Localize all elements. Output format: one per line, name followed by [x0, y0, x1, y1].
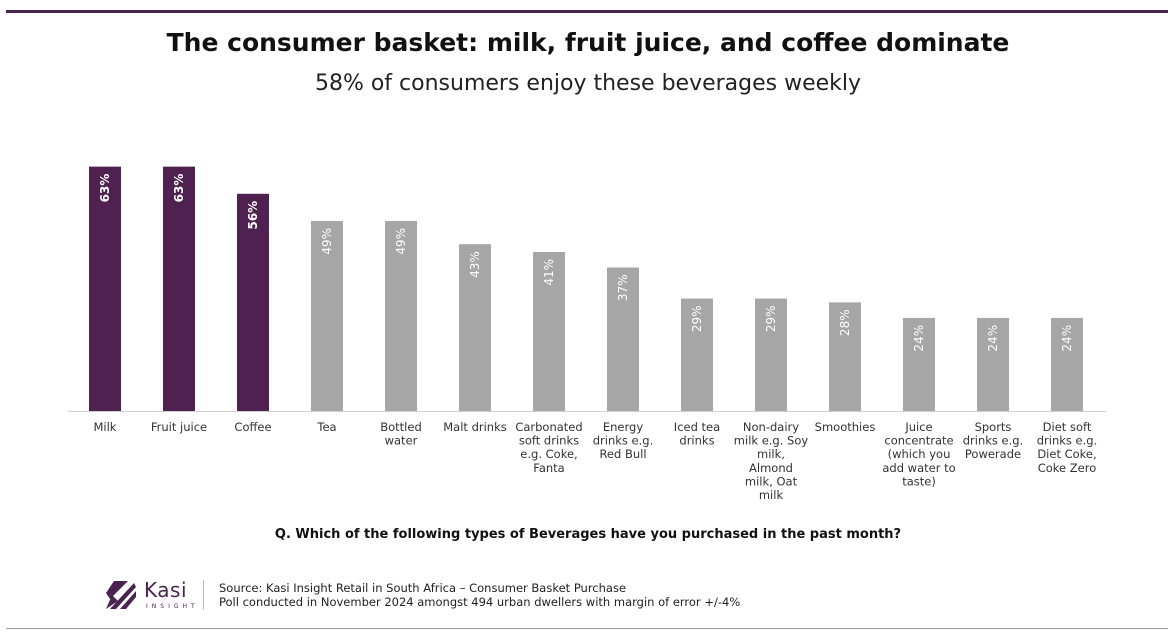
- bar-value-label-11: 28%: [838, 309, 852, 336]
- category-label-6: Malt drinks: [443, 420, 507, 434]
- source-line-1: Source: Kasi Insight Retail in South Afr…: [219, 581, 627, 595]
- bar-value-label-10: 29%: [764, 306, 778, 333]
- bar-value-label-5: 49%: [394, 228, 408, 255]
- category-label-10: Non-dairy milk e.g. Soy milk, Almond milk, O…: [734, 420, 809, 502]
- category-label-9: Iced tea drinks: [674, 420, 720, 448]
- category-label-2: Fruit juice: [151, 420, 207, 434]
- bottom-rule: [6, 628, 1168, 629]
- category-label-8: Energy drinks e.g. Red Bull: [593, 420, 654, 461]
- category-label-11: Smoothies: [815, 420, 876, 434]
- category-label-4: Tea: [316, 420, 336, 434]
- bar-value-label-3: 56%: [246, 201, 260, 230]
- bar-value-label-1: 63%: [98, 174, 112, 203]
- bar-value-label-6: 43%: [468, 251, 482, 278]
- bar-2: [163, 166, 195, 411]
- category-label-5: Bottled water: [380, 420, 422, 448]
- bar-6: [459, 244, 491, 411]
- category-label-3: Coffee: [234, 420, 271, 434]
- category-label-1: Milk: [94, 420, 117, 434]
- bar-value-label-14: 24%: [1060, 325, 1074, 352]
- category-label-14: Diet soft drinks e.g. Diet Coke, Coke Zero: [1037, 420, 1098, 475]
- bar-value-label-12: 24%: [912, 325, 926, 352]
- bar-7: [533, 251, 565, 411]
- logo-wordmark: Kasi: [144, 578, 187, 602]
- logo-subtext: INSIGHT: [146, 603, 199, 610]
- source-note: Source: Kasi Insight Retail in South Afr…: [219, 581, 740, 609]
- bar-10: [755, 298, 787, 411]
- category-label-13: Sports drinks e.g. Powerade: [963, 420, 1024, 461]
- top-rule: [6, 10, 1168, 13]
- kasi-logo-icon: [106, 581, 136, 609]
- bar-11: [829, 302, 861, 411]
- bar-value-label-13: 24%: [986, 325, 1000, 352]
- footer-divider: [203, 580, 204, 610]
- bar-14: [1051, 317, 1083, 411]
- bar-4: [311, 220, 343, 411]
- bar-8: [607, 267, 639, 411]
- category-label-12: Juice concentrate (which you add water to ta…: [882, 420, 955, 488]
- bar-13: [977, 317, 1009, 411]
- bar-3: [237, 193, 269, 411]
- bar-chart: 63% Milk 63% Fruit juice 56% Coffee 49% Tea 49% B…: [68, 166, 1106, 502]
- category-label-7: Carbonated soft drinks e.g. Coke, Fanta: [515, 420, 582, 475]
- source-line-2: Poll conducted in November 2024 amongst …: [219, 595, 741, 609]
- bar-value-label-7: 41%: [542, 259, 556, 286]
- bar-5: [385, 220, 417, 411]
- bar-value-label-8: 37%: [616, 274, 630, 301]
- bar-value-label-9: 29%: [690, 306, 704, 333]
- bar-12: [903, 317, 935, 411]
- bar-9: [681, 298, 713, 411]
- survey-question: Q. Which of the following types of Bever…: [274, 527, 902, 542]
- chart-subtitle: 58% of consumers enjoy these beverages w…: [314, 71, 862, 96]
- bar-value-label-4: 49%: [320, 228, 334, 255]
- bar-value-label-2: 63%: [172, 174, 186, 203]
- chart-title: The consumer basket: milk, fruit juice, …: [166, 28, 1010, 57]
- bar-1: [89, 166, 121, 411]
